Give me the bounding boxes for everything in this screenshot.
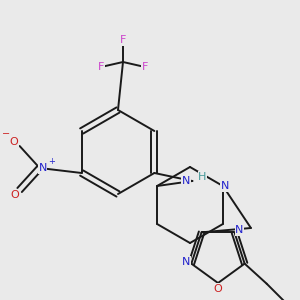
Text: −: − — [2, 129, 10, 139]
Text: N: N — [182, 176, 190, 186]
Text: O: O — [10, 190, 19, 200]
Text: F: F — [120, 35, 126, 45]
Text: O: O — [214, 284, 222, 294]
Text: N: N — [221, 181, 229, 191]
Text: +: + — [48, 157, 55, 166]
Text: N: N — [38, 163, 47, 173]
Text: N: N — [235, 225, 244, 235]
Text: F: F — [98, 62, 104, 72]
Text: N: N — [182, 257, 190, 267]
Text: O: O — [9, 137, 18, 147]
Text: F: F — [142, 62, 148, 72]
Text: H: H — [198, 172, 207, 182]
